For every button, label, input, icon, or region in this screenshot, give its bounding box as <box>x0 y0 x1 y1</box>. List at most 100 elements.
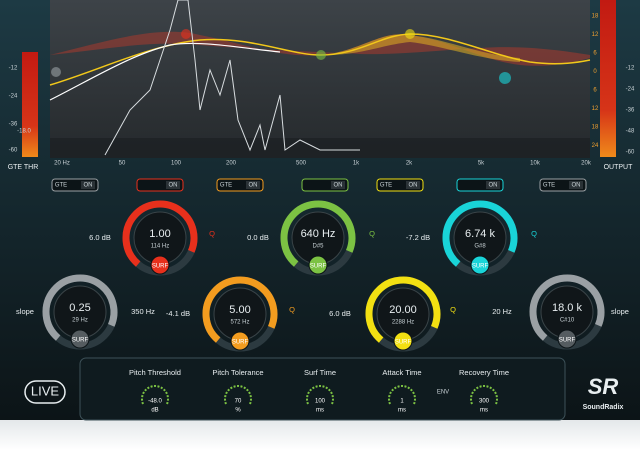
toggle-state[interactable]: ON <box>489 183 498 189</box>
keyboard-strip <box>50 138 590 158</box>
toggle-state[interactable]: ON <box>249 183 258 189</box>
control-unit: ms <box>316 408 324 414</box>
live-button[interactable] <box>24 380 66 404</box>
knob-arc[interactable] <box>519 264 615 360</box>
control-unit: % <box>235 408 241 414</box>
surf-label[interactable]: SURF <box>72 338 89 344</box>
side-label: -4.1 dB <box>166 309 190 318</box>
freq-label: 2k <box>406 161 413 167</box>
band-node[interactable] <box>405 29 415 39</box>
gain-scale: 18 <box>592 14 599 20</box>
output-meter <box>600 0 616 157</box>
control-knob[interactable] <box>470 385 498 405</box>
surf-button[interactable] <box>470 255 490 275</box>
control-value: 300 <box>479 399 490 405</box>
knob-value: 1.00 <box>149 228 170 240</box>
band-node[interactable] <box>181 29 191 39</box>
env-label: ENV <box>437 390 449 396</box>
meter-label: GTE THR <box>8 164 39 171</box>
surf-label[interactable]: SURF <box>310 264 327 270</box>
knob-sub: 114 Hz <box>151 244 170 250</box>
control-unit: dB <box>151 408 158 414</box>
gain-scale: 0 <box>593 69 597 75</box>
surf-label[interactable]: SURF <box>152 264 169 270</box>
surf-button[interactable] <box>150 255 170 275</box>
logo-mark: SR <box>588 374 619 399</box>
toggle-mode[interactable]: GTE <box>220 183 232 189</box>
surf-button[interactable] <box>230 331 250 351</box>
controls-panel <box>79 357 566 421</box>
knob-sub: C#10 <box>560 318 575 324</box>
surf-label[interactable]: SURF <box>472 264 489 270</box>
corner-label: Q <box>369 229 375 238</box>
eq-curve <box>49 42 281 101</box>
gain-scale: 12 <box>592 106 599 112</box>
gain-scale: 6 <box>593 88 597 94</box>
toggle-on[interactable] <box>166 181 180 189</box>
corner-label: Q <box>209 229 215 238</box>
knob-arc[interactable] <box>270 190 366 286</box>
knob-value: 18.0 k <box>552 302 582 314</box>
knob-value: 0.25 <box>69 302 90 314</box>
surf-button[interactable] <box>70 329 90 349</box>
side-label: 6.0 dB <box>329 309 351 318</box>
knob-sub: 29 Hz <box>72 318 88 324</box>
toggle-mode[interactable]: GTE <box>55 183 67 189</box>
control-knob[interactable] <box>306 385 334 405</box>
toggle-on[interactable] <box>486 181 500 189</box>
toggle-on[interactable] <box>406 181 420 189</box>
freq-label: 50 <box>119 161 126 167</box>
surf-button[interactable] <box>308 255 328 275</box>
toggle-on[interactable] <box>569 181 583 189</box>
corner-label: 350 Hz <box>131 307 155 316</box>
surf-label[interactable]: SURF <box>559 338 576 344</box>
control-knob[interactable] <box>388 385 416 405</box>
gain-scale: 18 <box>592 125 599 131</box>
toggle-mode[interactable]: GTE <box>380 183 392 189</box>
freq-label: 10k <box>530 161 541 167</box>
surf-label[interactable]: SURF <box>232 340 249 346</box>
band-node[interactable] <box>51 67 61 77</box>
toggle-state[interactable]: ON <box>572 183 581 189</box>
corner-label: Q <box>450 305 456 314</box>
freq-label: 200 <box>226 161 237 167</box>
toggle-state[interactable]: ON <box>169 183 178 189</box>
band-node[interactable] <box>499 72 511 84</box>
meter-scale: -24 <box>9 94 18 100</box>
meter-scale: -12 <box>626 66 635 72</box>
freq-label: 5k <box>478 161 485 167</box>
input-readout: -18.0 <box>17 129 31 135</box>
toggle-on[interactable] <box>81 181 95 189</box>
toggle-state[interactable]: ON <box>409 183 418 189</box>
knob-sub: G#8 <box>474 244 486 250</box>
knob-arc[interactable] <box>432 190 528 286</box>
control-knob[interactable] <box>141 385 169 405</box>
knob-sub: 572 Hz <box>230 320 249 326</box>
gain-scale: 24 <box>592 143 599 149</box>
control-unit: ms <box>480 408 488 414</box>
toggle-on[interactable] <box>246 181 260 189</box>
band-node[interactable] <box>316 50 326 60</box>
meter-label: OUTPUT <box>604 164 634 171</box>
corner-label: slope <box>611 307 629 316</box>
knob-arc[interactable] <box>192 266 288 362</box>
control-value: -48.0 <box>148 399 162 405</box>
toggle-state[interactable]: ON <box>334 183 343 189</box>
toggle-mode[interactable]: GTE <box>543 183 555 189</box>
knob-arc[interactable] <box>112 190 208 286</box>
control-knob[interactable] <box>224 385 252 405</box>
toggle-on[interactable] <box>331 181 345 189</box>
live-label[interactable]: LIVE <box>31 383 60 398</box>
control-label: Attack Time <box>382 368 421 377</box>
surf-button[interactable] <box>557 329 577 349</box>
freq-label: 500 <box>296 161 307 167</box>
meter-scale: -36 <box>626 108 635 114</box>
surf-button[interactable] <box>393 331 413 351</box>
control-value: 1 <box>400 399 404 405</box>
knob-arc[interactable] <box>32 264 128 360</box>
toggle-state[interactable]: ON <box>84 183 93 189</box>
surf-label[interactable]: SURF <box>395 340 412 346</box>
knob-arc[interactable] <box>355 266 451 362</box>
control-unit: ms <box>398 408 406 414</box>
